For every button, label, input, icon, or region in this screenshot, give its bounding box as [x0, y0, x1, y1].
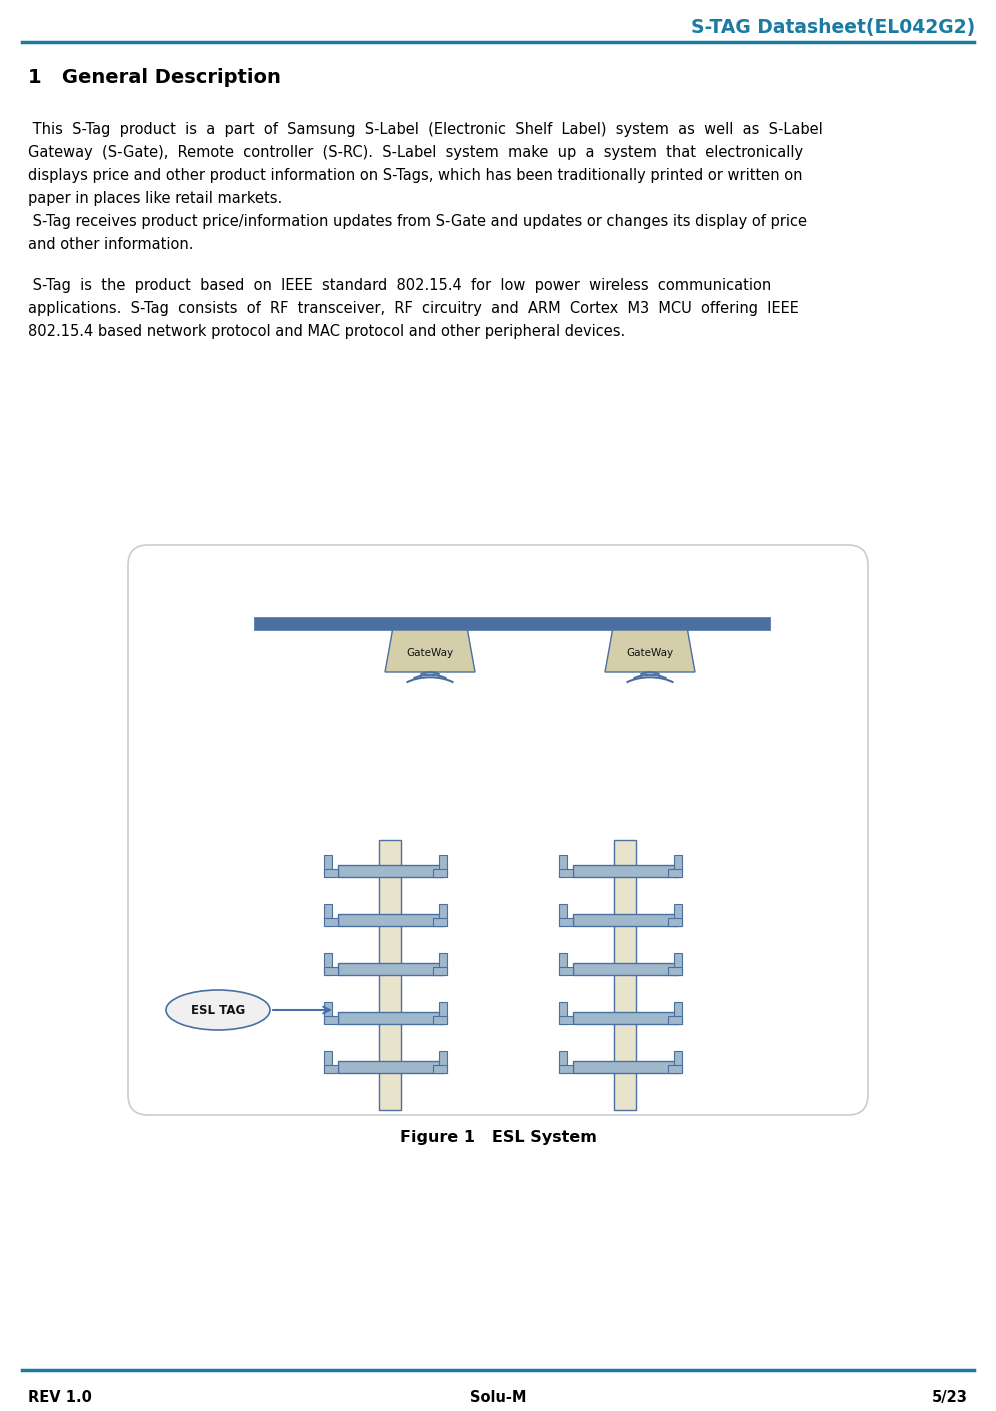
Bar	[338, 1012, 442, 1024]
Polygon shape	[385, 629, 475, 672]
Bar	[255, 618, 770, 629]
Text: applications.  S-Tag  consists  of  RF  transceiver,  RF  circuitry  and  ARM  C: applications. S-Tag consists of RF trans…	[28, 301, 799, 316]
Bar	[324, 855, 332, 876]
Text: Gateway  (S-Gate),  Remote  controller  (S-RC).  S-Label  system  make  up  a  s: Gateway (S-Gate), Remote controller (S-R…	[28, 145, 803, 159]
Bar	[559, 1065, 573, 1072]
Bar	[438, 855, 446, 876]
Bar	[432, 967, 446, 975]
Bar	[432, 917, 446, 926]
Bar	[438, 1051, 446, 1072]
FancyBboxPatch shape	[128, 545, 868, 1115]
Polygon shape	[605, 629, 695, 672]
Bar	[559, 967, 573, 975]
Bar	[432, 869, 446, 876]
Bar	[667, 869, 681, 876]
Bar	[324, 967, 338, 975]
Bar	[559, 903, 567, 926]
Bar	[338, 865, 442, 876]
Bar	[573, 1061, 677, 1072]
Ellipse shape	[166, 991, 270, 1030]
Text: GateWay: GateWay	[406, 648, 453, 658]
Text: This  S-Tag  product  is  a  part  of  Samsung  S-Label  (Electronic  Shelf  Lab: This S-Tag product is a part of Samsung …	[28, 121, 823, 137]
Bar	[338, 914, 442, 926]
Bar	[667, 917, 681, 926]
Bar	[673, 952, 681, 975]
Text: REV 1.0: REV 1.0	[28, 1390, 92, 1405]
Bar	[673, 1002, 681, 1024]
Bar	[338, 1061, 442, 1072]
Text: S-Tag  is  the  product  based  on  IEEE  standard  802.15.4  for  low  power  w: S-Tag is the product based on IEEE stand…	[28, 278, 771, 293]
Bar	[559, 869, 573, 876]
Text: and other information.: and other information.	[28, 237, 193, 253]
Text: GateWay: GateWay	[626, 648, 673, 658]
Text: 802.15.4 based network protocol and MAC protocol and other peripheral devices.: 802.15.4 based network protocol and MAC …	[28, 325, 625, 339]
Bar	[432, 1065, 446, 1072]
Bar	[324, 917, 338, 926]
Bar	[559, 1016, 573, 1024]
Bar	[438, 903, 446, 926]
Bar	[324, 1051, 332, 1072]
Text: S-TAG Datasheet(EL042G2): S-TAG Datasheet(EL042G2)	[691, 18, 975, 37]
Text: Solu-M: Solu-M	[470, 1390, 526, 1405]
Text: displays price and other product information on S-Tags, which has been tradition: displays price and other product informa…	[28, 168, 803, 183]
Text: paper in places like retail markets.: paper in places like retail markets.	[28, 190, 282, 206]
Bar	[573, 914, 677, 926]
Bar	[673, 855, 681, 876]
Bar	[614, 840, 636, 1110]
Bar	[324, 1065, 338, 1072]
Bar	[559, 1051, 567, 1072]
Bar	[324, 1016, 338, 1024]
Bar	[667, 1065, 681, 1072]
Bar	[559, 952, 567, 975]
Bar	[573, 1012, 677, 1024]
Bar	[324, 1002, 332, 1024]
Bar	[324, 952, 332, 975]
Text: ESL TAG: ESL TAG	[191, 1003, 245, 1016]
Bar	[673, 903, 681, 926]
Bar	[559, 855, 567, 876]
Bar	[573, 962, 677, 975]
Bar	[324, 869, 338, 876]
Bar	[673, 1051, 681, 1072]
Text: 5/23: 5/23	[932, 1390, 968, 1405]
Bar	[667, 967, 681, 975]
Text: S-Tag receives product price/information updates from S-Gate and updates or chan: S-Tag receives product price/information…	[28, 214, 807, 229]
Bar	[324, 903, 332, 926]
Bar	[338, 962, 442, 975]
Bar	[667, 1016, 681, 1024]
Text: Figure 1   ESL System: Figure 1 ESL System	[399, 1130, 597, 1144]
Text: 1   General Description: 1 General Description	[28, 68, 281, 87]
Bar	[438, 952, 446, 975]
Bar	[559, 1002, 567, 1024]
Bar	[573, 865, 677, 876]
Bar	[379, 840, 401, 1110]
Bar	[559, 917, 573, 926]
Bar	[432, 1016, 446, 1024]
Bar	[438, 1002, 446, 1024]
